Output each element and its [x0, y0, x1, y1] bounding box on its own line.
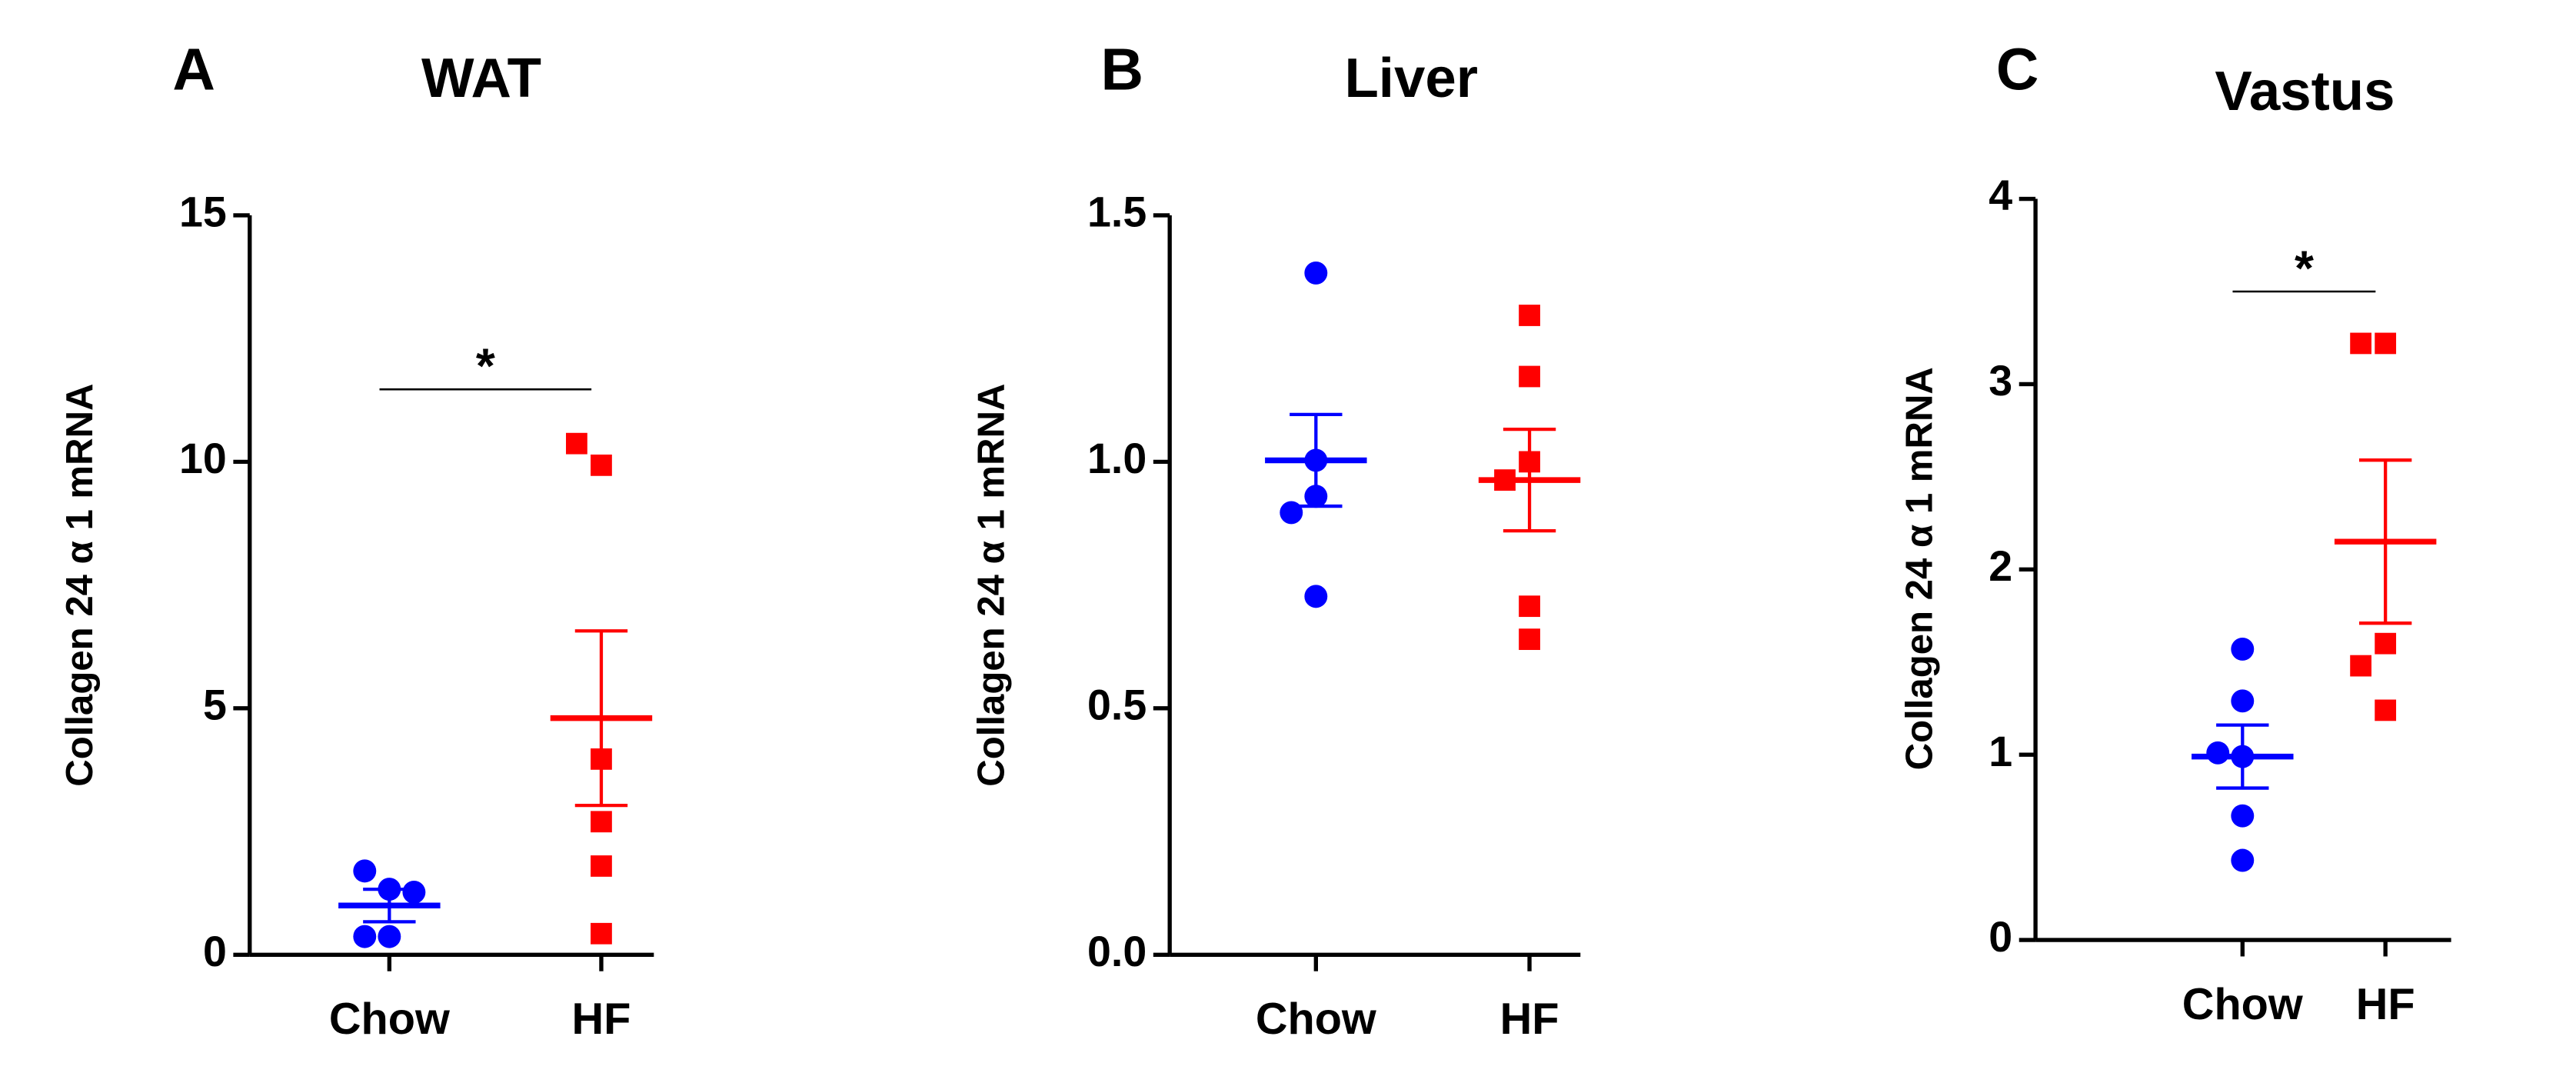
data-point: [2231, 689, 2255, 713]
data-point: [2231, 637, 2255, 661]
data-point: [2206, 741, 2230, 765]
significance-label: *: [2295, 240, 2314, 295]
data-point: [2231, 804, 2255, 828]
x-tick-label: Chow: [329, 995, 450, 1044]
y-tick-label: 0: [203, 928, 227, 975]
y-tick-label: 15: [179, 188, 227, 236]
x-tick-label: HF: [2356, 980, 2415, 1029]
y-tick-label: 0.0: [1087, 928, 1147, 975]
data-point: [2350, 655, 2372, 677]
y-tick-label: 2: [1989, 542, 2012, 590]
data-point: [2231, 848, 2255, 872]
data-point: [1304, 261, 1328, 285]
significance-label: *: [476, 338, 495, 393]
y-tick-label: 1: [1989, 728, 2012, 775]
data-point: [378, 925, 401, 948]
data-point: [591, 922, 612, 945]
panel-label: A: [172, 36, 215, 102]
data-point: [591, 811, 612, 833]
chart-title: Vastus: [2215, 60, 2395, 122]
y-tick-label: 10: [179, 435, 227, 482]
data-point: [2375, 332, 2397, 355]
y-axis-label: Collagen 24 α 1 mRNA: [971, 383, 1013, 786]
data-point: [2375, 699, 2397, 721]
panel-label: B: [1100, 36, 1143, 102]
y-tick-label: 1.0: [1087, 435, 1147, 482]
y-tick-label: 5: [203, 681, 227, 729]
data-point: [591, 855, 612, 877]
chart-title: WAT: [421, 47, 541, 109]
y-tick-label: 3: [1989, 357, 2012, 405]
y-tick-label: 0: [1989, 913, 2012, 961]
panel-label: C: [1996, 36, 2039, 102]
x-tick-label: Chow: [2182, 980, 2303, 1029]
data-point: [1304, 585, 1328, 608]
x-tick-label: Chow: [1256, 995, 1376, 1044]
chart-title: Liver: [1344, 47, 1478, 109]
data-point: [1519, 595, 1540, 618]
data-point: [2375, 632, 2397, 655]
y-tick-label: 4: [1989, 172, 2012, 219]
data-point: [591, 454, 612, 476]
data-point: [1519, 365, 1540, 388]
data-point: [566, 432, 587, 455]
data-point: [353, 925, 377, 948]
x-tick-label: HF: [572, 995, 631, 1044]
data-point: [1519, 305, 1540, 326]
data-point: [402, 880, 426, 904]
data-point: [1519, 628, 1540, 651]
y-tick-label: 1.5: [1087, 188, 1147, 236]
y-axis-label: Collagen 24 α 1 mRNA: [59, 383, 101, 786]
data-point: [353, 859, 377, 883]
y-tick-label: 0.5: [1087, 681, 1147, 729]
y-axis-label: Collagen 24 α 1 mRNA: [1899, 367, 1941, 770]
data-point: [2350, 332, 2372, 355]
x-tick-label: HF: [1500, 995, 1559, 1044]
